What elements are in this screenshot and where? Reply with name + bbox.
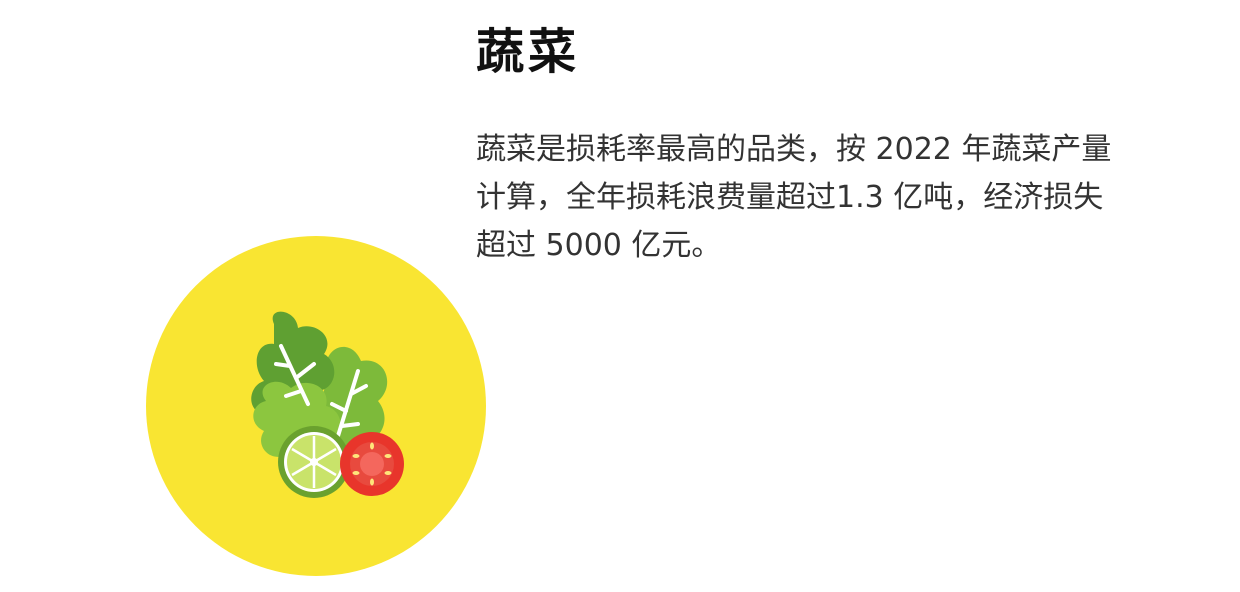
- lime-center: [310, 458, 318, 466]
- tomato-seeds: [352, 442, 392, 486]
- lime-segments: [291, 436, 337, 488]
- lettuce-veins: [274, 344, 368, 438]
- page-title: 蔬菜: [476, 24, 581, 80]
- tomato-slice-icon: [340, 432, 404, 496]
- description-paragraph: 蔬菜是损耗率最高的品类，按 2022 年蔬菜产量计算，全年损耗浪费量超过1.3 …: [476, 132, 1112, 263]
- tomato-core: [360, 452, 384, 476]
- vegetables-illustration: [146, 236, 486, 576]
- vegetables-illustration-svg: [146, 236, 486, 576]
- lime-slice-icon: [278, 426, 350, 498]
